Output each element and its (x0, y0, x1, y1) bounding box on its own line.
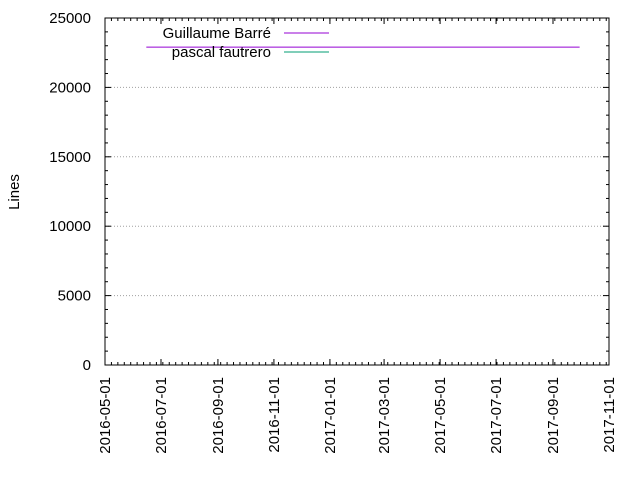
legend-label: Guillaume Barré (163, 25, 271, 42)
x-axis: 2016-05-01 2016-07-01 2016-09-01 2016-11-01… (97, 18, 618, 454)
y-tick-label: 20000 (49, 79, 91, 96)
y-tick-label: 0 (83, 357, 91, 374)
x-tick-label: 2016-11-01 (266, 377, 283, 453)
y-tick-label: 25000 (49, 10, 91, 27)
x-tick-label: 2017-01-01 (322, 377, 339, 454)
y-tick-label: 5000 (58, 288, 91, 305)
x-tick-label: 2017-09-01 (545, 377, 562, 454)
x-tick-label: 2017-03-01 (376, 377, 393, 454)
y-axis: 0 5000 10000 15000 20000 25000 (49, 10, 609, 374)
x-tick-label: 2016-07-01 (153, 377, 170, 454)
plot-border (104, 17, 610, 366)
x-tick-label: 2016-05-01 (97, 377, 114, 454)
x-tick-label: 2016-09-01 (210, 377, 227, 454)
legend: Guillaume Barré pascal fautrero (163, 25, 329, 61)
x-tick-label: 2017-05-01 (432, 377, 449, 454)
grid-lines (105, 86, 609, 297)
y-axis-title: Lines (6, 174, 23, 210)
y-tick-label: 15000 (49, 149, 91, 166)
y-tick-label: 10000 (49, 218, 91, 235)
x-tick-label: 2017-07-01 (488, 377, 505, 454)
legend-label: pascal fautrero (172, 44, 271, 61)
x-tick-label: 2017-11-01 (601, 377, 618, 453)
